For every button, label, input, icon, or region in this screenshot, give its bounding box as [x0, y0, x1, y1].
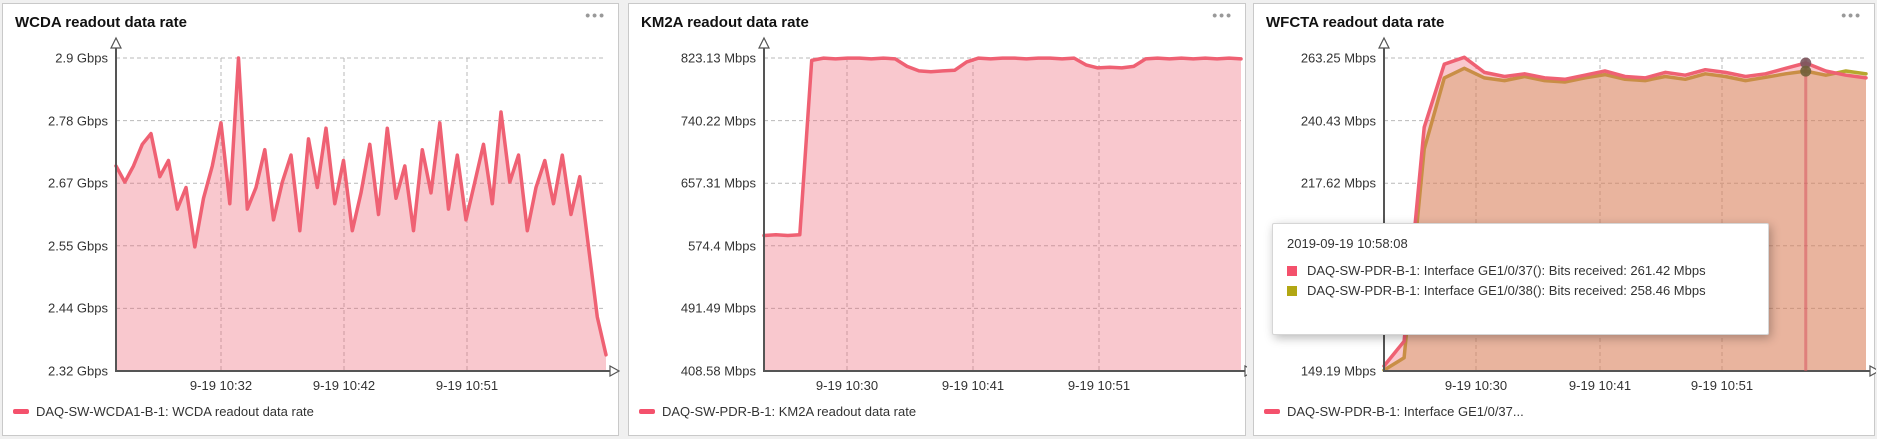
- x-axis-label: 9-19 10:51: [1067, 378, 1131, 393]
- y-axis-label: 574.4 Mbps: [688, 238, 756, 254]
- series-line: [762, 56, 1243, 238]
- series-line: [1382, 55, 1868, 368]
- y-axis-label: 217.62 Mbps: [1300, 175, 1376, 191]
- legend-line-marker: [639, 409, 655, 414]
- panel-menu-icon[interactable]: •••: [1212, 7, 1233, 23]
- panel-title: WCDA readout data rate: [15, 14, 187, 31]
- y-axis-label: 2.44 Gbps: [48, 300, 108, 316]
- series-area: [116, 58, 606, 371]
- legend-line-marker: [1264, 409, 1280, 414]
- panel-menu-icon[interactable]: •••: [1841, 7, 1862, 23]
- x-axis-label: 9-19 10:41: [941, 378, 1005, 393]
- legend-item[interactable]: DAQ-SW-WCDA1-B-1: WCDA readout data rate: [13, 404, 314, 419]
- series-area: [764, 58, 1241, 371]
- wcda-chart: [110, 36, 620, 378]
- legend-label: DAQ-SW-PDR-B-1: KM2A readout data rate: [662, 404, 917, 419]
- chart-tooltip: 2019-09-19 10:58:08 DAQ-SW-PDR-B-1: Inte…: [1272, 223, 1769, 335]
- panel-title: WFCTA readout data rate: [1266, 14, 1445, 31]
- x-axis-label: 9-19 10:41: [1568, 378, 1632, 393]
- x-axis-label: 9-19 10:51: [1690, 378, 1754, 393]
- tooltip-row-text: DAQ-SW-PDR-B-1: Interface GE1/0/37(): Bi…: [1307, 263, 1706, 278]
- x-axis-label: 9-19 10:42: [312, 378, 376, 393]
- y-axis-label: 263.25 Mbps: [1300, 50, 1376, 66]
- data-point-marker: [1800, 57, 1812, 69]
- y-axis-label: 240.43 Mbps: [1300, 113, 1376, 129]
- y-axis-label: 740.22 Mbps: [680, 113, 756, 129]
- series-color-swatch: [1287, 265, 1297, 276]
- data-point-marker: [1800, 65, 1812, 77]
- panel-km2a: KM2A readout data rate ••• DAQ-SW-PDR-B-…: [628, 3, 1247, 436]
- km2a-chart: [758, 36, 1247, 378]
- x-axis-arrow-icon: [1244, 364, 1247, 378]
- legend-label: DAQ-SW-WCDA1-B-1: WCDA readout data rate: [36, 404, 314, 419]
- x-axis-label: 9-19 10:30: [1444, 378, 1508, 393]
- panel-wfcta: WFCTA readout data rate ••• 2019-09-19 1…: [1253, 3, 1876, 436]
- y-axis-label: 2.9 Gbps: [55, 50, 108, 66]
- x-axis-arrow-icon: [1869, 364, 1876, 378]
- x-axis-label: 9-19 10:32: [189, 378, 253, 393]
- legend-label: DAQ-SW-PDR-B-1: Interface GE1/0/37...: [1287, 404, 1524, 419]
- y-axis-label: 491.49 Mbps: [680, 300, 756, 316]
- tooltip-row-text: DAQ-SW-PDR-B-1: Interface GE1/0/38(): Bi…: [1307, 283, 1706, 298]
- y-axis-label: 149.19 Mbps: [1300, 363, 1376, 379]
- y-axis-label: 657.31 Mbps: [680, 175, 756, 191]
- series-line: [1382, 66, 1868, 372]
- y-axis-label: 2.55 Gbps: [48, 238, 108, 254]
- y-axis-arrow-icon: [110, 36, 122, 49]
- panel-wcda: WCDA readout data rate ••• DAQ-SW-WCDA1-…: [2, 3, 620, 436]
- y-axis-arrow-icon: [1378, 36, 1390, 49]
- legend-line-marker: [13, 409, 29, 414]
- y-axis-label: 408.58 Mbps: [680, 363, 756, 379]
- x-axis-label: 9-19 10:51: [435, 378, 499, 393]
- y-axis-label: 2.32 Gbps: [48, 363, 108, 379]
- tooltip-row: DAQ-SW-PDR-B-1: Interface GE1/0/38(): Bi…: [1287, 283, 1754, 298]
- y-axis-arrow-icon: [758, 36, 770, 49]
- tooltip-timestamp: 2019-09-19 10:58:08: [1287, 236, 1408, 251]
- tooltip-row: DAQ-SW-PDR-B-1: Interface GE1/0/37(): Bi…: [1287, 263, 1754, 278]
- x-axis-label: 9-19 10:30: [815, 378, 879, 393]
- x-axis-arrow-icon: [609, 364, 620, 378]
- legend-item[interactable]: DAQ-SW-PDR-B-1: KM2A readout data rate: [639, 404, 916, 419]
- y-axis-label: 2.78 Gbps: [48, 113, 108, 129]
- panel-title: KM2A readout data rate: [641, 14, 809, 31]
- series-line: [114, 56, 608, 357]
- legend-item[interactable]: DAQ-SW-PDR-B-1: Interface GE1/0/37...: [1264, 404, 1524, 419]
- panel-menu-icon[interactable]: •••: [585, 7, 606, 23]
- y-axis-label: 2.67 Gbps: [48, 175, 108, 191]
- y-axis-label: 823.13 Mbps: [680, 50, 756, 66]
- series-color-swatch: [1287, 285, 1297, 296]
